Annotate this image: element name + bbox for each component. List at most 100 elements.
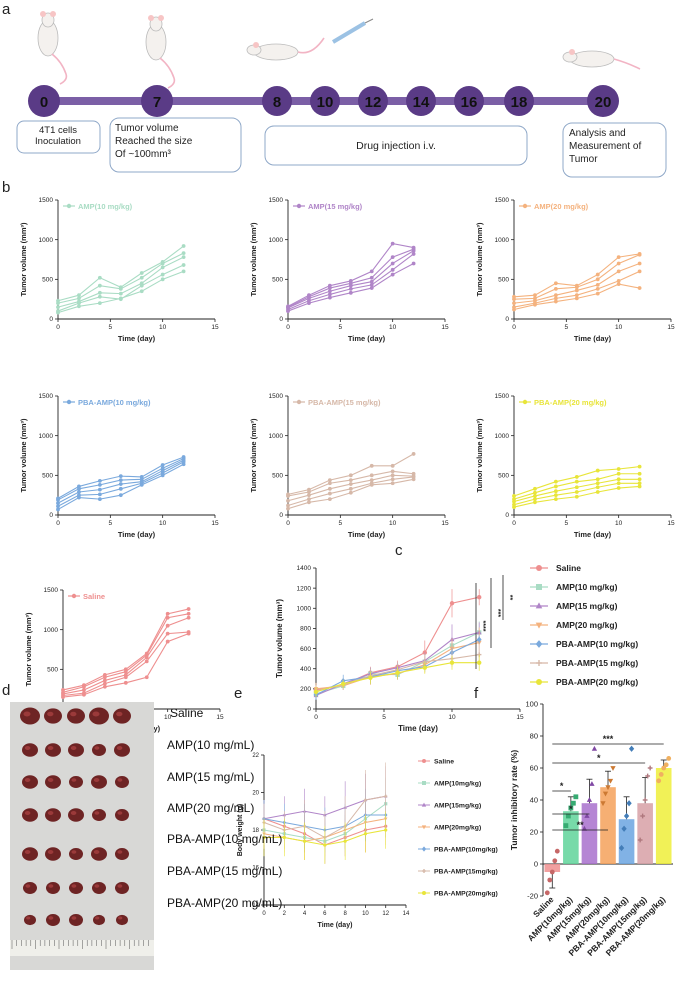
legend-label: PBA-AMP(15mg/kg) xyxy=(434,869,498,876)
data-point xyxy=(589,781,595,786)
data-point xyxy=(637,477,642,482)
data-point xyxy=(369,286,374,290)
tumor-sample xyxy=(22,808,38,822)
mouse-icon xyxy=(246,37,325,61)
box-text: Tumor volume xyxy=(115,123,179,134)
data-point xyxy=(307,493,311,498)
data-point xyxy=(390,463,395,468)
significance-label: *** xyxy=(494,609,501,617)
x-axis-label: Time (day) xyxy=(574,530,612,539)
y-tick-label: 0 xyxy=(279,316,283,323)
data-point xyxy=(348,286,353,291)
day-node xyxy=(504,86,534,116)
tumor-sample xyxy=(24,914,36,926)
data-point xyxy=(181,244,186,248)
x-tick-label: 10 xyxy=(362,911,369,917)
data-point xyxy=(348,478,353,482)
bar xyxy=(637,803,653,864)
data-point xyxy=(533,494,537,498)
legend-label: AMP(10 mg/kg) xyxy=(556,582,618,592)
data-point xyxy=(553,296,558,301)
data-point xyxy=(584,813,590,818)
data-point xyxy=(327,289,332,294)
data-point xyxy=(533,490,537,495)
significance-label: ** xyxy=(506,595,513,601)
data-point xyxy=(610,766,616,771)
data-point xyxy=(595,272,600,277)
data-point xyxy=(144,675,149,680)
tumor-sample xyxy=(92,882,106,894)
data-point xyxy=(369,463,374,468)
data-point xyxy=(144,659,149,664)
x-tick-label: 0 xyxy=(512,520,516,527)
legend-marker xyxy=(522,203,528,209)
y-tick-label: 0 xyxy=(307,706,311,713)
tumor-highlight xyxy=(23,711,31,717)
data-point xyxy=(56,305,60,309)
x-tick-label: 5 xyxy=(339,520,343,527)
y-tick-label: 0 xyxy=(534,860,538,869)
x-tick-label: 5 xyxy=(339,324,343,331)
data-point xyxy=(411,261,416,266)
mouse-ear xyxy=(50,11,56,17)
data-point xyxy=(574,293,579,298)
legend-marker xyxy=(296,203,302,209)
tumor-sample xyxy=(45,808,61,822)
data-point xyxy=(102,672,107,677)
data-point xyxy=(262,835,266,840)
tumor-sample xyxy=(115,848,129,860)
data-point xyxy=(390,261,395,266)
data-point xyxy=(368,675,373,680)
tumor-sample xyxy=(115,882,129,894)
tumor-highlight xyxy=(71,778,77,782)
legend-label: Saline xyxy=(83,592,105,601)
significance-label: * xyxy=(569,804,573,814)
data-point xyxy=(553,293,558,298)
data-point xyxy=(181,251,186,256)
data-point xyxy=(327,497,332,502)
y-tick-label: 1500 xyxy=(495,197,510,204)
panel-letter-b: b xyxy=(2,179,10,196)
data-point xyxy=(139,475,144,479)
x-tick-label: 0 xyxy=(286,520,290,527)
y-tick-label: 1000 xyxy=(269,433,284,440)
data-point xyxy=(348,482,353,486)
data-point xyxy=(97,497,102,502)
y-axis-label: Tumor volume (mm³) xyxy=(249,222,258,297)
data-point xyxy=(56,496,60,501)
data-point xyxy=(118,474,123,479)
data-point xyxy=(574,283,579,288)
x-tick-label: 5 xyxy=(382,714,386,721)
x-tick-label: 0 xyxy=(314,714,318,721)
data-point xyxy=(616,279,621,283)
x-tick-label: 10 xyxy=(164,714,172,721)
data-point xyxy=(327,486,332,491)
data-point xyxy=(477,595,482,600)
mouse-tail xyxy=(613,58,641,70)
data-point xyxy=(586,797,593,802)
data-point xyxy=(369,269,374,274)
photo-ruler xyxy=(10,940,154,956)
data-point xyxy=(348,490,353,495)
data-point xyxy=(165,615,170,620)
day-label: 0 xyxy=(40,94,48,111)
series-line xyxy=(62,613,189,693)
data-point xyxy=(160,277,165,282)
data-point xyxy=(512,502,516,507)
data-point xyxy=(512,497,516,502)
data-point xyxy=(390,272,395,277)
data-point xyxy=(307,487,311,492)
x-tick-label: 12 xyxy=(382,911,389,917)
box-analysis xyxy=(562,122,667,178)
data-point xyxy=(160,463,165,467)
tumor-sample xyxy=(69,882,83,894)
data-point xyxy=(390,255,395,260)
x-tick-label: 15 xyxy=(441,520,449,527)
data-point xyxy=(574,475,579,479)
chart-b-0: 0 5 10 15 0 500 1000 1500 Time (day) Tumor volume… xyxy=(19,197,219,343)
tumor-sample xyxy=(46,914,60,926)
data-point xyxy=(160,466,165,471)
data-point xyxy=(97,482,102,487)
mouse-tail xyxy=(297,37,325,54)
